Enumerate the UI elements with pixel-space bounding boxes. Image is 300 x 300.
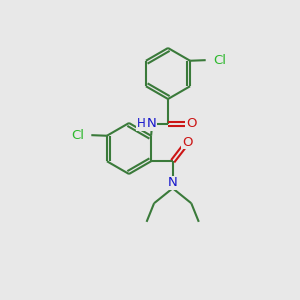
Text: Cl: Cl bbox=[71, 129, 84, 142]
Text: N: N bbox=[168, 176, 178, 189]
Text: N: N bbox=[147, 117, 157, 130]
Text: Cl: Cl bbox=[213, 54, 226, 67]
Text: H: H bbox=[137, 117, 146, 130]
Text: O: O bbox=[182, 136, 193, 148]
Text: O: O bbox=[186, 117, 197, 130]
